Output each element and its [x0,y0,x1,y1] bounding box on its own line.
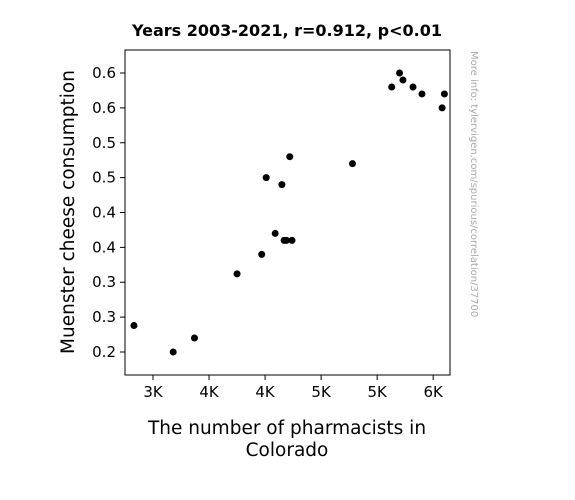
data-point [288,236,296,244]
data-point [409,83,417,91]
data-point [130,321,138,329]
watermark-text: More info: tylervigen.com/spurious/corre… [468,51,479,317]
data-points [130,69,448,356]
data-point [399,76,407,84]
y-tick-label: 0.5 [92,169,116,187]
x-axis-label-line-2: Colorado [246,440,329,461]
y-axis-ticks: 0.2 0.3 0.3 0.4 0.4 0.5 0.5 0.6 0.6 [92,64,125,361]
x-tick-label: 6K [423,383,444,401]
y-tick-label: 0.4 [92,204,116,222]
chart-title: Years 2003-2021, r=0.912, p<0.01 [131,21,442,40]
x-tick-label: 4K [255,383,276,401]
data-point [282,236,290,244]
data-point [418,90,426,98]
data-point [233,270,241,278]
y-axis-label: Muenster cheese consumption [58,70,79,354]
data-point [438,104,446,112]
y-tick-label: 0.3 [92,273,116,291]
y-tick-label: 0.6 [92,99,116,117]
plot-area-frame [124,49,451,376]
x-axis-label-line-1: The number of pharmacists in [147,418,426,439]
data-point [396,69,404,77]
data-point [286,153,294,161]
data-point [169,348,177,356]
y-tick-label: 0.4 [92,238,116,256]
x-tick-label: 4K [199,383,220,401]
data-point [262,174,270,182]
data-point [349,160,356,168]
data-point [440,90,448,98]
y-tick-label: 0.2 [92,343,116,361]
x-tick-label: 5K [367,383,388,401]
data-point [278,181,286,189]
x-tick-label: 5K [311,383,332,401]
data-point [271,229,279,237]
data-point [388,83,396,91]
y-tick-label: 0.3 [92,308,116,326]
x-axis-ticks: 3K 4K 4K 5K 5K 6K [143,375,444,401]
data-point [258,250,266,258]
data-point [190,334,198,342]
y-tick-label: 0.6 [92,64,116,82]
x-tick-label: 3K [143,383,164,401]
y-tick-label: 0.5 [92,134,116,152]
